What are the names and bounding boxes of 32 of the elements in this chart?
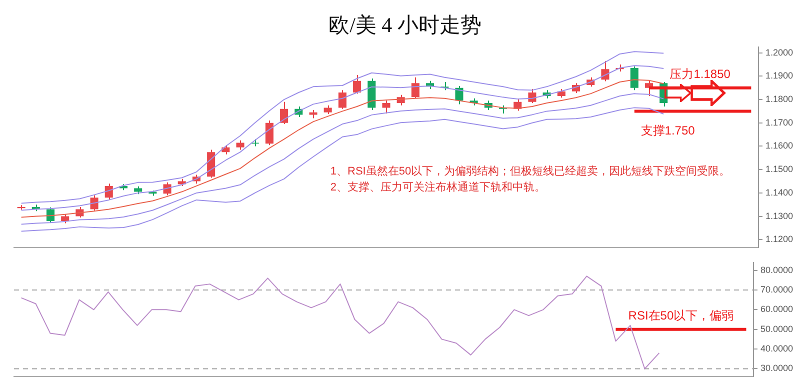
- candlestick: [90, 194, 98, 211]
- annotation: 2、支撑、压力可关注布林通道下轨和中轨。: [330, 180, 546, 194]
- annotation: 1、RSI虽然在50以下，为偏弱结构；但极短线已经超卖，因此短线下跌空间受限。: [330, 164, 730, 178]
- series-label: 支撑1.750: [640, 124, 696, 138]
- y-tick-label: 1.1300: [765, 210, 794, 221]
- candlestick: [411, 76, 420, 99]
- y-tick-label: 1.2000: [765, 47, 794, 58]
- y-tick-label: 40.0000: [760, 344, 794, 354]
- y-tick-label: 1.1900: [765, 70, 794, 81]
- candlestick: [528, 88, 536, 104]
- y-tick-label: 60.0000: [760, 304, 794, 314]
- chart-title: 欧/美 4 小时走势: [328, 13, 482, 38]
- candlestick: [280, 101, 288, 125]
- series-label: RSI在50以下，偏弱: [628, 308, 734, 323]
- series-label: 压力1.1850: [670, 67, 731, 82]
- candlestick: [46, 206, 55, 224]
- y-tick-label: 70.0000: [760, 284, 794, 294]
- y-tick-label: 1.1700: [765, 117, 794, 128]
- candlestick: [236, 140, 244, 150]
- y-tick-label: 1.1400: [765, 187, 794, 198]
- candlestick: [265, 120, 274, 146]
- y-tick-label: 50.0000: [760, 324, 794, 334]
- y-tick-label: 1.1800: [765, 94, 794, 104]
- y-tick-label: 1.1500: [765, 164, 794, 174]
- y-tick-label: 1.1200: [765, 234, 794, 244]
- y-tick-label: 30.0000: [760, 363, 794, 374]
- candlestick: [338, 90, 346, 110]
- candlestick: [382, 100, 390, 114]
- y-tick-label: 1.1600: [765, 140, 794, 151]
- candlestick: [630, 66, 638, 91]
- candlestick: [353, 74, 362, 94]
- y-tick-label: 80.0000: [760, 264, 794, 275]
